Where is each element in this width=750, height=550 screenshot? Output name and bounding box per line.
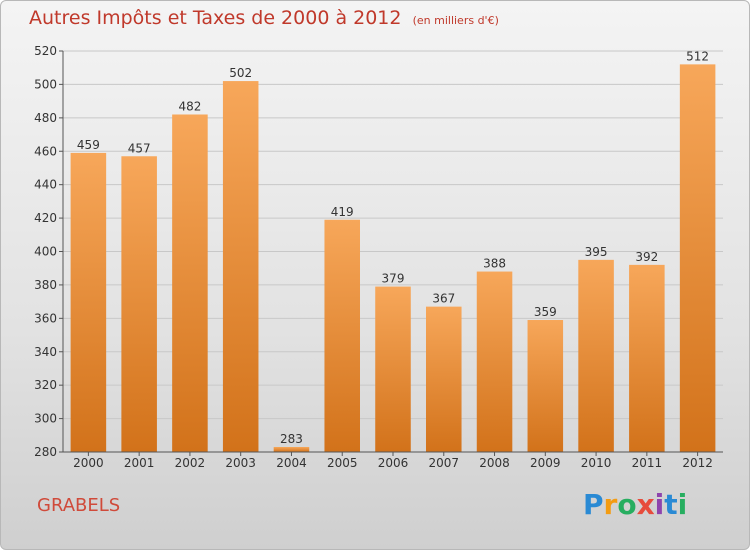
y-tick-label: 500 — [34, 77, 57, 91]
bar-2007 — [426, 306, 462, 452]
bar-2010 — [578, 259, 614, 452]
bar-2011 — [629, 264, 665, 452]
bar-2005 — [324, 219, 360, 452]
data-label-2000: 459 — [77, 138, 100, 152]
chart-unit: (en milliers d'€) — [412, 14, 499, 27]
bar-2001 — [121, 156, 157, 452]
bar-2012 — [679, 64, 716, 452]
x-tick-label: 2005 — [327, 456, 358, 470]
logo-letter: x — [636, 488, 655, 521]
x-tick-label: 2001 — [124, 456, 155, 470]
x-tick-label: 2012 — [682, 456, 713, 470]
data-label-2008: 388 — [483, 257, 506, 271]
data-labels: 459 457 482 502 283 419 379 367 388 359 395 392 512 — [77, 49, 709, 446]
y-tick-label: 400 — [34, 245, 57, 259]
y-tick-label: 360 — [34, 311, 57, 325]
data-label-2010: 395 — [585, 245, 608, 259]
data-label-2002: 482 — [178, 99, 201, 113]
y-tick-label: 440 — [34, 178, 57, 192]
proxiti-logo: Proxiti — [583, 488, 687, 521]
x-tick-label: 2010 — [581, 456, 612, 470]
data-label-2012: 512 — [686, 49, 709, 63]
bar-2003 — [222, 81, 259, 452]
x-axis-ticks: 2000 2001 2002 2003 2004 2005 2006 2007 2008 2009… — [73, 452, 713, 470]
x-tick-label: 2000 — [73, 456, 104, 470]
logo-letter: P — [583, 488, 604, 521]
y-tick-label: 340 — [34, 345, 57, 359]
x-tick-label: 2007 — [428, 456, 459, 470]
y-axis-ticks: 280 300 320 340 360 380 400 420 440 460 480 500 520 — [34, 44, 63, 459]
y-tick-label: 380 — [34, 278, 57, 292]
y-tick-label: 300 — [34, 412, 57, 426]
logo-letter: i — [654, 488, 665, 521]
logo-letter: t — [664, 488, 678, 521]
data-label-2003: 502 — [229, 66, 252, 80]
bar-2009 — [527, 320, 564, 452]
bars — [70, 64, 716, 452]
bar-2002 — [172, 114, 208, 452]
data-label-2005: 419 — [331, 205, 354, 219]
city-name: GRABELS — [37, 495, 121, 516]
logo-letter: i — [677, 488, 688, 521]
logo-letter: o — [617, 488, 637, 521]
x-tick-label: 2011 — [632, 456, 663, 470]
data-label-2011: 392 — [635, 250, 658, 264]
data-label-2009: 359 — [534, 305, 557, 319]
data-label-2006: 379 — [382, 272, 405, 286]
bar-2008 — [476, 271, 513, 452]
x-tick-label: 2006 — [378, 456, 409, 470]
y-tick-label: 460 — [34, 144, 57, 158]
x-tick-label: 2008 — [479, 456, 510, 470]
x-tick-label: 2002 — [175, 456, 206, 470]
logo-letter: r — [603, 488, 618, 521]
x-tick-label: 2004 — [276, 456, 307, 470]
chart-title: Autres Impôts et Taxes de 2000 à 2012 — [29, 7, 402, 29]
data-label-2007: 367 — [432, 292, 455, 306]
y-tick-label: 520 — [34, 44, 57, 58]
data-label-2004: 283 — [280, 432, 303, 446]
y-tick-label: 320 — [34, 378, 57, 392]
data-label-2001: 457 — [128, 141, 151, 155]
y-tick-label: 480 — [34, 111, 57, 125]
x-tick-label: 2009 — [530, 456, 561, 470]
x-tick-label: 2003 — [225, 456, 256, 470]
bar-2004 — [273, 446, 310, 452]
chart-title-block: Autres Impôts et Taxes de 2000 à 2012 (e… — [29, 7, 499, 29]
y-tick-label: 420 — [34, 211, 57, 225]
bar-2000 — [70, 152, 107, 452]
y-tick-label: 280 — [34, 445, 57, 459]
bar-2006 — [375, 286, 411, 452]
